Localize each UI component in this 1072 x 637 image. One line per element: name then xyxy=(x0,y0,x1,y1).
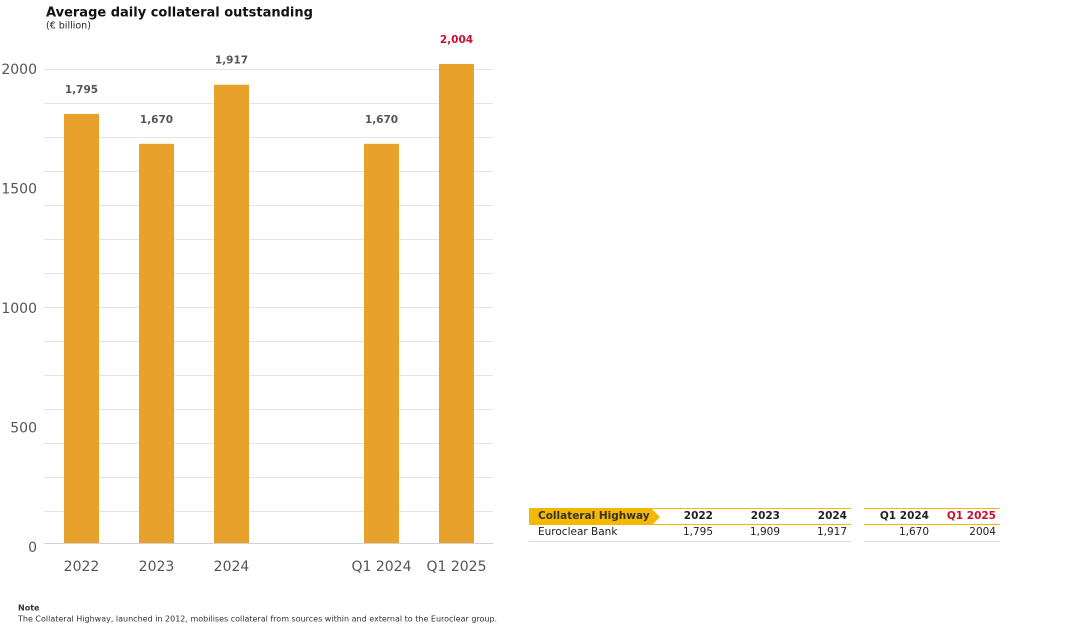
table-cell: 1,909 xyxy=(749,526,780,538)
x-tick-label: Q1 2024 xyxy=(351,559,411,575)
y-tick-label: 1000 xyxy=(1,301,37,317)
rule xyxy=(529,541,851,542)
rule xyxy=(864,508,1000,509)
rule xyxy=(529,524,851,525)
y-tick-label: 500 xyxy=(10,420,37,436)
table-cell: Euroclear Bank xyxy=(538,526,618,538)
x-tick-label: 2022 xyxy=(64,559,100,575)
chart-title: Average daily collateral outstanding xyxy=(46,6,313,21)
value-label: 1,670 xyxy=(365,114,398,126)
rule xyxy=(529,508,851,509)
note-label: Note xyxy=(18,604,40,613)
value-label: 1,917 xyxy=(215,55,248,67)
bar xyxy=(214,84,249,543)
rule xyxy=(864,524,1000,525)
x-tick-label: 2023 xyxy=(139,559,175,575)
x-tick-label: 2024 xyxy=(214,559,250,575)
chart-subtitle: (€ billion) xyxy=(46,21,91,32)
bar xyxy=(64,113,99,544)
rule xyxy=(864,541,1000,542)
value-label: 1,670 xyxy=(140,114,173,126)
table-cell: Q1 2024 xyxy=(879,510,929,522)
y-tick-label: 0 xyxy=(28,540,37,556)
value-label: 1,795 xyxy=(65,84,98,96)
table-cell: 2024 xyxy=(817,510,847,522)
bar xyxy=(364,143,399,544)
table-cell: 2023 xyxy=(750,510,780,522)
table-cell: Q1 2025 xyxy=(946,510,996,522)
grid-background xyxy=(44,69,493,544)
note-text: The Collateral Highway, launched in 2012… xyxy=(17,615,497,624)
table-cell: 2004 xyxy=(969,526,996,538)
value-label: 2,004 xyxy=(440,34,473,46)
bar xyxy=(139,143,174,544)
table-cell: 1,917 xyxy=(816,526,847,538)
y-tick-label: 1500 xyxy=(1,181,37,197)
table-cell: 1,670 xyxy=(898,526,929,538)
x-tick-label: Q1 2025 xyxy=(426,559,486,575)
table-cell: 2022 xyxy=(683,510,713,522)
table-cell: Collateral Highway xyxy=(538,510,650,522)
bar xyxy=(439,63,474,543)
y-tick-label: 2000 xyxy=(1,62,37,78)
table-cell: 1,795 xyxy=(682,526,713,538)
